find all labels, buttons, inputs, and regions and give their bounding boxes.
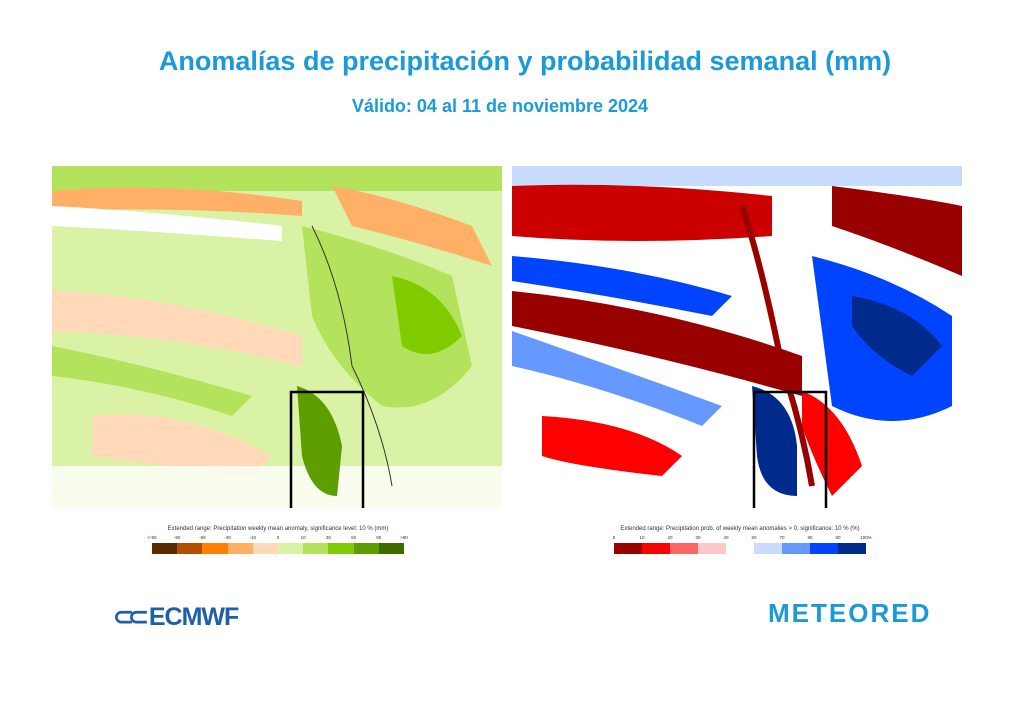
legend-tick: 10	[639, 535, 645, 540]
legend-tick: 0	[276, 535, 280, 540]
ecmwf-logo: ⊂⊂ ECMWF	[113, 603, 239, 631]
legend-swatch	[726, 543, 754, 554]
legend-tick: 90	[835, 535, 841, 540]
legend-swatch	[838, 543, 866, 554]
legend-swatch	[152, 543, 178, 554]
probability-map	[512, 166, 962, 508]
legend-swatch	[698, 543, 726, 554]
legend-swatch	[378, 543, 405, 554]
legend-tick: -10	[249, 535, 257, 540]
legend-tick: 100%	[860, 535, 872, 540]
legend-swatch	[252, 543, 279, 554]
legend-swatch	[353, 543, 379, 554]
legend-swatch	[227, 543, 253, 554]
legend-tick: <-90	[147, 535, 157, 540]
legend-swatch	[278, 543, 304, 554]
legend-tick: -90	[173, 535, 181, 540]
probability-legend: Extended range: Precipitation prob. of w…	[612, 526, 872, 554]
legend-swatch	[614, 543, 642, 554]
anomaly-map	[52, 166, 502, 508]
legend-tick: 30	[695, 535, 701, 540]
page-title: Anomalías de precipitación y probabilida…	[158, 46, 892, 76]
legend-tick: 30	[325, 535, 331, 540]
legend-tick: 10	[300, 535, 306, 540]
legend-tick: -60	[199, 535, 206, 540]
meteored-logo: METEORED	[768, 598, 932, 628]
legend-tick: 60	[351, 535, 357, 540]
probability-legend-caption: Extended range: Precipitation prob. of w…	[620, 526, 860, 532]
legend-swatch	[670, 543, 698, 554]
page-subtitle: Válido: 04 al 11 de noviembre 2024	[351, 96, 649, 116]
legend-tick: -30	[224, 535, 231, 540]
legend-tick: 90	[376, 535, 382, 540]
legend-swatch	[642, 543, 670, 554]
legend-tick: 40	[723, 535, 729, 540]
legend-swatch	[202, 543, 228, 554]
anomaly-legend: Extended range: Precipitation weekly mea…	[147, 526, 408, 554]
legend-swatch	[810, 543, 838, 554]
legend-swatch	[754, 543, 782, 554]
legend-swatch	[782, 543, 810, 554]
legend-tick: 20	[667, 535, 673, 540]
legend-tick: 0	[612, 535, 616, 540]
anomaly-legend-caption: Extended range: Precipitation weekly mea…	[167, 526, 389, 532]
legend-swatch	[177, 543, 203, 554]
legend-tick: 70	[779, 535, 785, 540]
legend-tick: 60	[751, 535, 757, 540]
legend-tick: 80	[807, 535, 813, 540]
legend-swatch	[303, 543, 329, 554]
legend-tick: >90	[400, 535, 408, 540]
legend-swatch	[328, 543, 354, 554]
